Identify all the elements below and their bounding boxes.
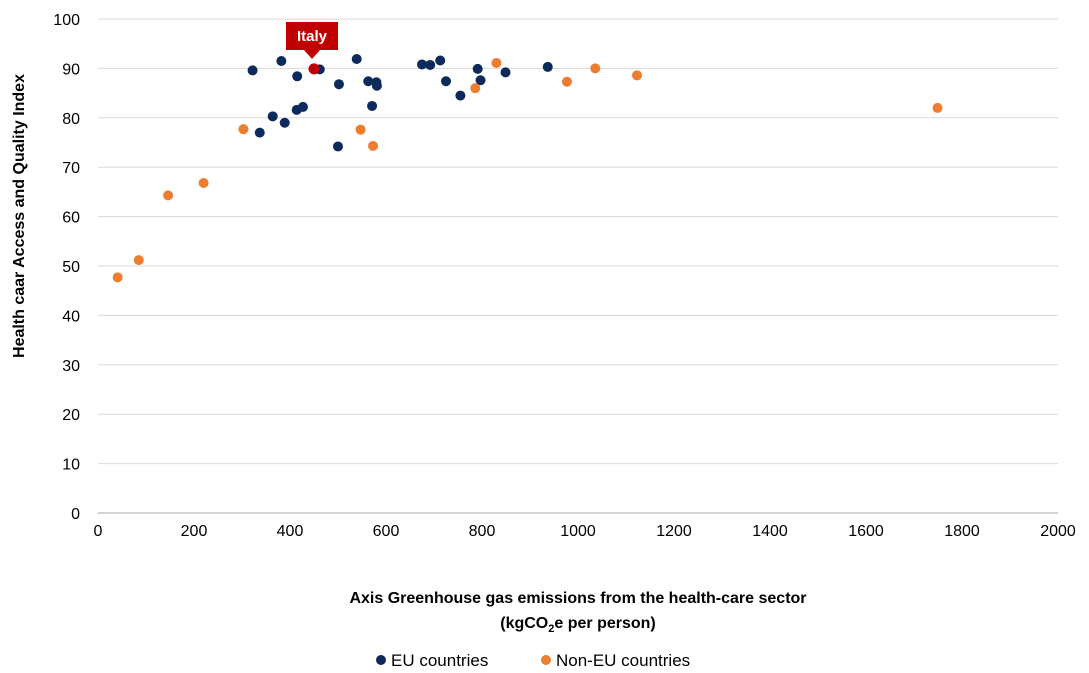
non-eu-point-9 [561,76,572,87]
eu-point-13 [367,100,378,111]
non-eu-point-3 [198,178,209,189]
eu-point-4 [279,117,290,128]
eu-point-1 [254,127,265,138]
legend-marker-eu [376,655,386,665]
legend-label-non-eu: Non-EU countries [556,651,690,670]
y-tick-label-90: 90 [62,61,80,78]
x-tick-label-400: 400 [277,523,304,540]
eu-point-11 [351,54,362,65]
eu-point-9 [333,141,343,152]
non-eu-point-0 [112,272,123,283]
callout-label: Italy [297,28,328,45]
eu-point-7 [297,101,308,112]
y-tick-label-100: 100 [53,12,80,29]
x-tick-label-0: 0 [94,523,103,540]
eu-point-16 [417,59,427,70]
x-axis-title-line2: (kgCO2e per person) [500,615,655,635]
eu-point-17 [425,59,436,70]
non-eu-point-12 [932,102,943,113]
grid [98,18,1058,465]
eu-point-19 [441,76,451,87]
y-axis-ticks: 0 10 20 30 40 50 60 70 80 90 100 [53,12,80,523]
callout-box [286,22,338,59]
x-tick-label-1600: 1600 [848,523,884,540]
eu-point-20 [455,90,466,101]
y-tick-label-40: 40 [62,308,80,325]
eu-point-10 [333,79,344,90]
non-eu-point-10 [590,63,601,74]
data-points [112,54,943,283]
y-tick-label-80: 80 [62,111,80,128]
x-axis-title-unit-post: e per person) [554,615,655,632]
eu-point-6 [292,71,303,82]
x-tick-label-1800: 1800 [944,523,980,540]
eu-point-0 [247,65,258,76]
non-eu-point-5 [355,124,366,135]
y-tick-label-60: 60 [62,210,80,227]
y-tick-label-50: 50 [62,259,80,276]
non-eu-point-2 [163,190,174,201]
non-eu-point-1 [133,255,144,266]
x-tick-label-1200: 1200 [656,523,692,540]
eu-point-18 [435,55,446,66]
x-tick-label-1400: 1400 [752,523,788,540]
eu-point-22 [475,75,486,86]
legend-label-eu: EU countries [391,651,488,670]
eu-point-23 [500,67,511,78]
y-tick-label-0: 0 [71,506,80,523]
eu-point-3 [276,55,287,66]
y-tick-label-30: 30 [62,358,80,375]
non-eu-point-11 [632,70,643,81]
x-tick-label-600: 600 [373,523,400,540]
y-tick-label-70: 70 [62,160,80,177]
legend-marker-non-eu [541,655,551,665]
x-axis-title-unit-sub: 2 [548,623,554,635]
non-eu-point-4 [238,124,249,135]
y-axis-title: Health caar Access and Quality Index [11,74,28,358]
x-axis-title-line1: Axis Greenhouse gas emissions from the h… [349,590,806,607]
italy-point [308,63,320,75]
eu-point-15 [371,80,382,91]
eu-point-12 [363,76,374,87]
x-tick-label-2000: 2000 [1040,523,1076,540]
non-eu-point-8 [491,57,502,68]
x-tick-label-200: 200 [181,523,208,540]
x-tick-label-800: 800 [469,523,496,540]
y-tick-label-10: 10 [62,457,80,474]
legend: EU countries Non-EU countries [376,651,690,670]
eu-point-21 [472,63,483,74]
x-tick-label-1000: 1000 [560,523,596,540]
x-axis-ticks: 0 200 400 600 800 1000 1200 1400 1600 1800 2000 [94,523,1076,540]
eu-point-24 [542,61,553,72]
non-eu-point-7 [470,83,481,94]
x-axis-title-unit-pre: (kgCO [500,615,548,632]
y-tick-label-20: 20 [62,407,80,424]
non-eu-point-6 [368,140,379,151]
eu-point-2 [267,111,278,122]
italy-callout: Italy [286,22,338,59]
